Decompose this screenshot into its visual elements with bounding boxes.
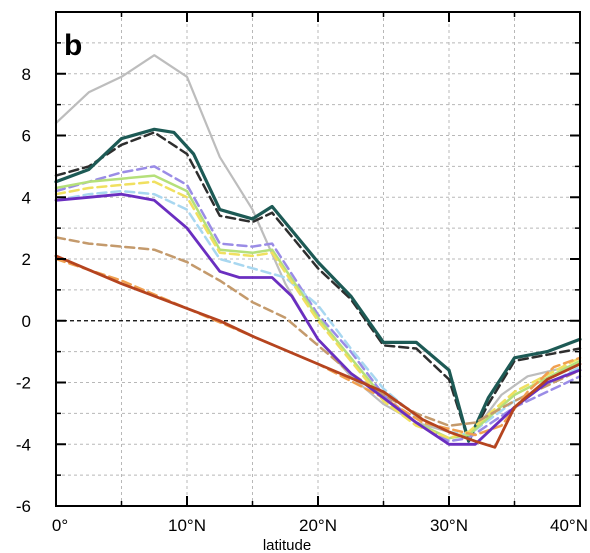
series-line-11: [54, 254, 582, 449]
series-line-7: [54, 180, 582, 440]
y-tick-label: 4: [22, 188, 31, 207]
series-line-4: [54, 165, 582, 443]
y-tick-label: 0: [22, 312, 31, 331]
tick-labels: 0° 10°N 20°N 30°N 40°N -6 -4 -2 0 2 4 6 8: [16, 65, 588, 535]
grid: [56, 12, 580, 506]
y-tick-label: 8: [22, 65, 31, 84]
x-tick-label: 40°N: [550, 516, 588, 535]
panel-label: b: [64, 29, 82, 62]
x-tick-label: 20°N: [299, 516, 337, 535]
series-line-10: [54, 192, 582, 446]
series-line-2: [54, 131, 582, 443]
series-group: [54, 54, 582, 449]
y-tick-label: 6: [22, 127, 31, 146]
series-line-3: [54, 127, 582, 443]
y-tick-label: -6: [16, 497, 31, 516]
series-line-8: [54, 236, 582, 427]
x-tick-label: 30°N: [430, 516, 468, 535]
y-tick-label: 2: [22, 250, 31, 269]
y-tick-label: -2: [16, 374, 31, 393]
y-tick-label: -4: [16, 435, 31, 454]
x-tick-label: 10°N: [168, 516, 206, 535]
x-tick-label: 0°: [52, 516, 68, 535]
x-axis-title: latitude: [263, 537, 311, 553]
ticks: [55, 12, 581, 507]
